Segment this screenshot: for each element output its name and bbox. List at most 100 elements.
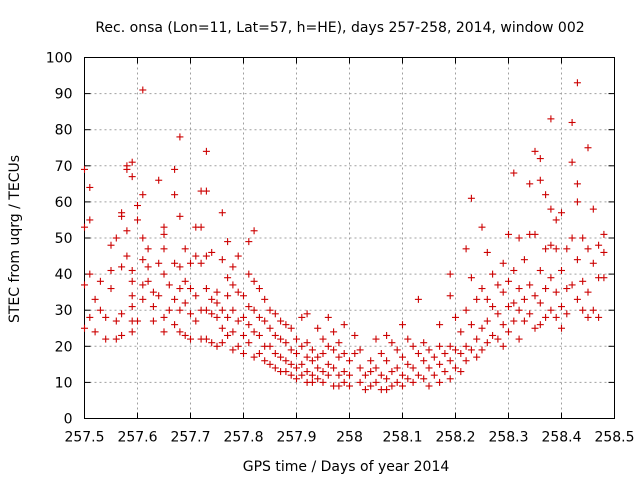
data-point (86, 216, 94, 224)
data-point (240, 350, 247, 358)
data-point (277, 353, 285, 361)
data-point (240, 331, 247, 339)
data-point (160, 270, 168, 278)
data-point (568, 234, 576, 242)
data-point (563, 310, 571, 318)
data-point (303, 368, 311, 376)
data-point (324, 360, 332, 368)
data-point (420, 375, 428, 383)
data-point (139, 256, 147, 264)
data-point (414, 295, 422, 303)
data-point (573, 295, 581, 303)
data-point (202, 147, 210, 155)
data-point (303, 339, 311, 347)
data-point (134, 317, 141, 325)
data-point (505, 230, 512, 238)
data-point (229, 281, 237, 289)
data-point (505, 328, 512, 336)
data-point (462, 342, 470, 350)
data-point (314, 364, 322, 372)
data-point (240, 313, 247, 321)
data-point (515, 234, 523, 242)
data-point (176, 285, 184, 293)
data-point (181, 331, 189, 339)
data-point (298, 342, 306, 350)
x-tick-label: 258.5 (594, 430, 634, 446)
data-point (399, 382, 406, 390)
data-point (224, 292, 232, 300)
data-point (255, 350, 263, 358)
data-point (224, 313, 232, 321)
data-point (335, 353, 343, 361)
data-point (139, 295, 147, 303)
data-point (457, 350, 465, 358)
data-point (584, 313, 592, 321)
data-point (552, 216, 560, 224)
data-point (86, 270, 94, 278)
data-point (473, 353, 481, 361)
data-point (372, 335, 380, 343)
data-point (483, 317, 491, 325)
data-point (552, 245, 560, 253)
data-point (102, 335, 110, 343)
data-point (287, 324, 295, 332)
data-point (213, 342, 221, 350)
data-point (187, 259, 194, 267)
data-point (197, 223, 205, 231)
data-point (515, 335, 523, 343)
data-point (181, 245, 189, 253)
data-point (489, 270, 497, 278)
data-point (351, 331, 359, 339)
data-point (499, 342, 507, 350)
data-point (457, 328, 465, 336)
data-point (181, 277, 189, 285)
data-point (542, 191, 550, 199)
data-point (346, 371, 353, 379)
data-point (128, 173, 136, 181)
data-point (505, 277, 512, 285)
data-point (118, 263, 126, 271)
data-point (393, 364, 401, 372)
data-point (425, 346, 433, 354)
data-point (589, 259, 597, 267)
data-point (542, 313, 550, 321)
data-point (298, 371, 306, 379)
data-point (144, 263, 152, 271)
data-point (367, 357, 375, 365)
data-point (255, 331, 263, 339)
data-point (526, 180, 534, 188)
x-tick-label: 257.5 (64, 430, 104, 446)
data-point (165, 306, 173, 314)
data-point (346, 382, 353, 390)
y-tick-label: 90 (55, 87, 73, 103)
data-point (208, 310, 216, 318)
data-point (542, 245, 550, 253)
data-point (436, 342, 444, 350)
data-point (208, 339, 216, 347)
y-tick-label: 60 (55, 195, 73, 211)
data-point (520, 317, 528, 325)
data-point (102, 313, 110, 321)
data-point (579, 306, 587, 314)
data-point (563, 245, 571, 253)
data-point (446, 342, 454, 350)
data-point (531, 147, 539, 155)
data-point (436, 360, 444, 368)
data-point (340, 378, 348, 386)
data-point (579, 277, 587, 285)
data-point (245, 303, 253, 311)
data-point (505, 303, 512, 311)
y-tick-label: 0 (64, 412, 73, 428)
data-point (229, 346, 237, 354)
data-point (234, 342, 242, 350)
data-point (171, 191, 179, 199)
data-point (452, 313, 459, 321)
y-tick-label: 100 (46, 51, 73, 67)
data-point (287, 346, 295, 354)
data-point (467, 274, 475, 282)
data-point (377, 371, 385, 379)
data-point (404, 360, 412, 368)
data-point (81, 165, 88, 173)
data-point (547, 241, 555, 249)
